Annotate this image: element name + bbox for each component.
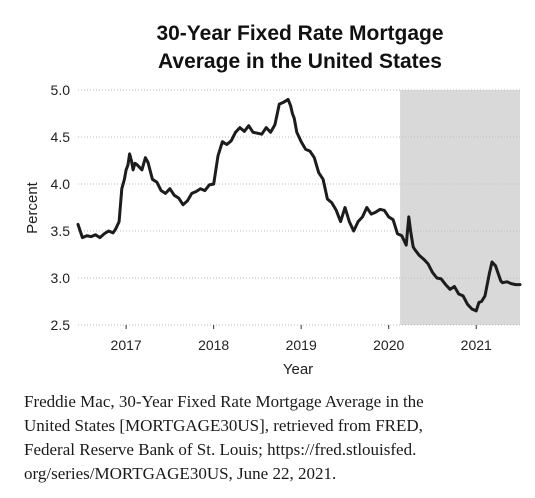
y-tick-label: 5.0 bbox=[51, 82, 71, 98]
x-tick-label: 2019 bbox=[286, 337, 317, 353]
caption-line: United States [MORTGAGE30US], retrieved … bbox=[24, 416, 423, 435]
y-axis-ticks: 2.5 3.0 3.5 4.0 4.5 5.0 bbox=[51, 82, 71, 333]
plot-area bbox=[76, 89, 522, 326]
y-axis-label: Percent bbox=[24, 181, 41, 234]
chart-title-line-1: 30-Year Fixed Rate Mortgage bbox=[156, 22, 443, 45]
y-tick-label: 2.5 bbox=[51, 317, 71, 333]
y-tick-label: 4.0 bbox=[51, 176, 71, 192]
chart-title-line-2: Average in the United States bbox=[158, 50, 442, 73]
x-axis-label: Year bbox=[283, 361, 313, 378]
source-caption: Freddie Mac, 30-Year Fixed Rate Mortgage… bbox=[24, 390, 524, 486]
x-axis-ticks: 2017 2018 2019 2020 2021 bbox=[111, 325, 492, 353]
x-tick-label: 2017 bbox=[111, 337, 142, 353]
series-line bbox=[76, 97, 522, 313]
y-tick-label: 3.5 bbox=[51, 223, 71, 239]
mortgage-rate-chart: 30-Year Fixed Rate Mortgage Average in t… bbox=[24, 22, 522, 378]
y-tick-label: 4.5 bbox=[51, 129, 71, 145]
x-tick-label: 2020 bbox=[373, 337, 404, 353]
shaded-region bbox=[400, 90, 520, 325]
x-tick-label: 2021 bbox=[461, 337, 492, 353]
caption-line: Freddie Mac, 30-Year Fixed Rate Mortgage… bbox=[24, 392, 424, 411]
caption-line: Federal Reserve Bank of St. Louis; https… bbox=[24, 440, 417, 459]
x-tick-label: 2018 bbox=[198, 337, 229, 353]
y-tick-label: 3.0 bbox=[51, 270, 71, 286]
caption-line: org/series/MORTGAGE30US, June 22, 2021. bbox=[24, 464, 337, 483]
